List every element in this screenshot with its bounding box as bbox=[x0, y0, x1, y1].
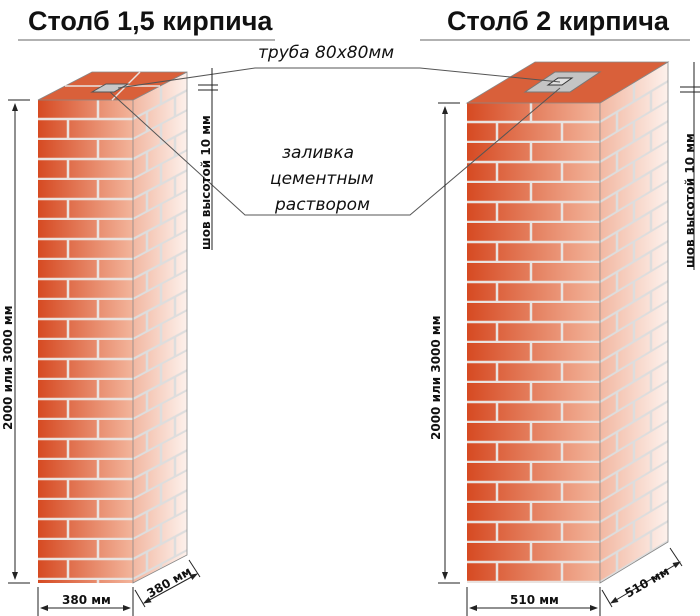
right-title-group: Столб 2 кирпича bbox=[420, 6, 690, 41]
left-dimensions bbox=[8, 68, 218, 616]
right-brick-pillar bbox=[465, 61, 670, 584]
pillar-side-face bbox=[132, 71, 188, 584]
left-title-group: Столб 1,5 кирпича bbox=[18, 6, 275, 41]
left-height-label: 2000 или 3000 мм bbox=[1, 305, 15, 430]
pillar-front-face bbox=[38, 100, 133, 583]
left-pillar-title: Столб 1,5 кирпича bbox=[28, 6, 273, 36]
right-pillar-title: Столб 2 кирпича bbox=[447, 6, 670, 36]
pipe-label: труба 80x80мм bbox=[258, 43, 394, 63]
fill-label-line1: заливка bbox=[282, 143, 354, 163]
left-brick-pillar bbox=[37, 71, 188, 584]
pillar-front-face bbox=[467, 103, 600, 583]
pipe-icon bbox=[90, 83, 130, 93]
left-joint-label: шов высотой 10 мм bbox=[199, 115, 213, 250]
right-depth-label: 510 мм bbox=[623, 564, 672, 601]
left-width-label: 380 мм bbox=[62, 593, 111, 607]
right-width-label: 510 мм bbox=[510, 593, 559, 607]
callout-leaders bbox=[109, 67, 561, 216]
fill-label-line3: раствором bbox=[274, 195, 370, 215]
pillar-side-face bbox=[599, 61, 669, 584]
right-height-label: 2000 или 3000 мм bbox=[429, 315, 443, 440]
right-dimensions bbox=[438, 62, 700, 616]
fill-label-line2: цементным bbox=[270, 169, 374, 189]
right-joint-label: шов высотой 10 мм bbox=[683, 133, 697, 268]
